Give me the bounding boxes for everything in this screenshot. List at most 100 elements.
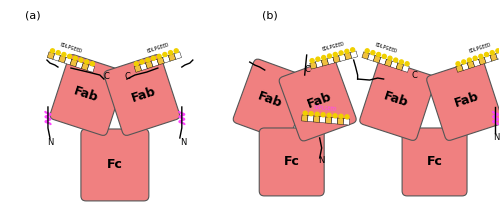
- Text: Fab: Fab: [452, 90, 480, 110]
- FancyBboxPatch shape: [233, 59, 310, 141]
- Bar: [467, 61, 474, 69]
- Text: Fab: Fab: [256, 90, 284, 110]
- Text: N: N: [47, 138, 54, 147]
- Bar: [157, 57, 164, 65]
- Bar: [302, 115, 308, 121]
- Circle shape: [339, 51, 343, 55]
- Bar: [333, 56, 340, 63]
- Bar: [64, 57, 72, 65]
- Bar: [168, 54, 176, 61]
- Circle shape: [400, 60, 404, 64]
- Bar: [332, 117, 338, 124]
- Bar: [327, 57, 334, 65]
- Text: EDLPGEED: EDLPGEED: [322, 41, 345, 52]
- Circle shape: [365, 49, 369, 53]
- Circle shape: [405, 62, 409, 66]
- Bar: [162, 56, 170, 63]
- Text: Fab: Fab: [306, 90, 334, 110]
- Bar: [396, 63, 404, 70]
- Text: EDLPGEED: EDLPGEED: [374, 42, 398, 54]
- Text: N: N: [180, 138, 186, 147]
- Bar: [496, 52, 500, 59]
- FancyBboxPatch shape: [259, 128, 324, 196]
- Bar: [316, 60, 323, 68]
- Bar: [320, 117, 326, 123]
- Circle shape: [484, 53, 488, 57]
- Text: Fc: Fc: [284, 155, 300, 168]
- Bar: [82, 63, 89, 70]
- Circle shape: [56, 51, 60, 55]
- Bar: [140, 63, 147, 70]
- FancyBboxPatch shape: [426, 60, 500, 140]
- Bar: [462, 63, 469, 70]
- Bar: [174, 52, 182, 59]
- FancyBboxPatch shape: [81, 129, 149, 201]
- FancyBboxPatch shape: [360, 60, 436, 140]
- Circle shape: [315, 112, 319, 116]
- Circle shape: [174, 49, 178, 53]
- Circle shape: [345, 49, 349, 53]
- Bar: [70, 59, 78, 67]
- Bar: [326, 117, 332, 123]
- Text: (a): (a): [25, 10, 40, 20]
- Circle shape: [163, 53, 167, 57]
- Circle shape: [303, 111, 307, 115]
- Bar: [384, 59, 392, 67]
- Bar: [308, 115, 314, 122]
- Text: Fc: Fc: [426, 155, 442, 168]
- Text: Fc: Fc: [107, 159, 123, 171]
- Text: C: C: [104, 72, 110, 81]
- Bar: [374, 56, 381, 63]
- Bar: [134, 65, 141, 72]
- Bar: [478, 57, 486, 65]
- Bar: [368, 54, 375, 61]
- Circle shape: [152, 56, 156, 60]
- Circle shape: [456, 62, 460, 66]
- Text: (b): (b): [262, 10, 278, 20]
- Circle shape: [157, 54, 161, 58]
- Bar: [379, 57, 386, 65]
- Circle shape: [322, 56, 326, 59]
- Bar: [338, 118, 344, 125]
- Bar: [146, 61, 153, 69]
- Bar: [338, 54, 346, 61]
- Circle shape: [309, 112, 313, 116]
- FancyBboxPatch shape: [50, 55, 126, 135]
- Bar: [310, 62, 317, 69]
- Circle shape: [50, 49, 54, 53]
- Bar: [362, 52, 370, 59]
- Text: EDLPGEED: EDLPGEED: [468, 42, 491, 54]
- Circle shape: [394, 58, 398, 62]
- Bar: [473, 59, 480, 67]
- Bar: [322, 59, 328, 66]
- Circle shape: [316, 57, 320, 61]
- Circle shape: [490, 51, 494, 55]
- Bar: [350, 51, 358, 58]
- Circle shape: [333, 114, 337, 118]
- Circle shape: [74, 56, 78, 60]
- Text: C: C: [304, 65, 310, 74]
- Circle shape: [68, 54, 71, 58]
- Circle shape: [468, 58, 471, 62]
- Circle shape: [473, 56, 477, 60]
- Circle shape: [328, 54, 332, 58]
- Circle shape: [382, 54, 386, 58]
- Circle shape: [84, 60, 88, 64]
- Circle shape: [334, 52, 338, 56]
- Circle shape: [134, 62, 138, 66]
- Text: C: C: [412, 71, 418, 80]
- Text: C: C: [125, 72, 130, 81]
- Text: N: N: [318, 156, 324, 165]
- Bar: [402, 65, 409, 72]
- Text: EDLPGEED: EDLPGEED: [59, 42, 82, 54]
- Bar: [314, 116, 320, 123]
- Circle shape: [345, 115, 349, 119]
- Circle shape: [339, 114, 343, 118]
- FancyBboxPatch shape: [402, 128, 467, 196]
- Circle shape: [321, 113, 325, 117]
- Text: N: N: [494, 133, 500, 142]
- Circle shape: [79, 58, 83, 62]
- Bar: [76, 61, 84, 69]
- Circle shape: [310, 59, 314, 63]
- Bar: [390, 61, 398, 69]
